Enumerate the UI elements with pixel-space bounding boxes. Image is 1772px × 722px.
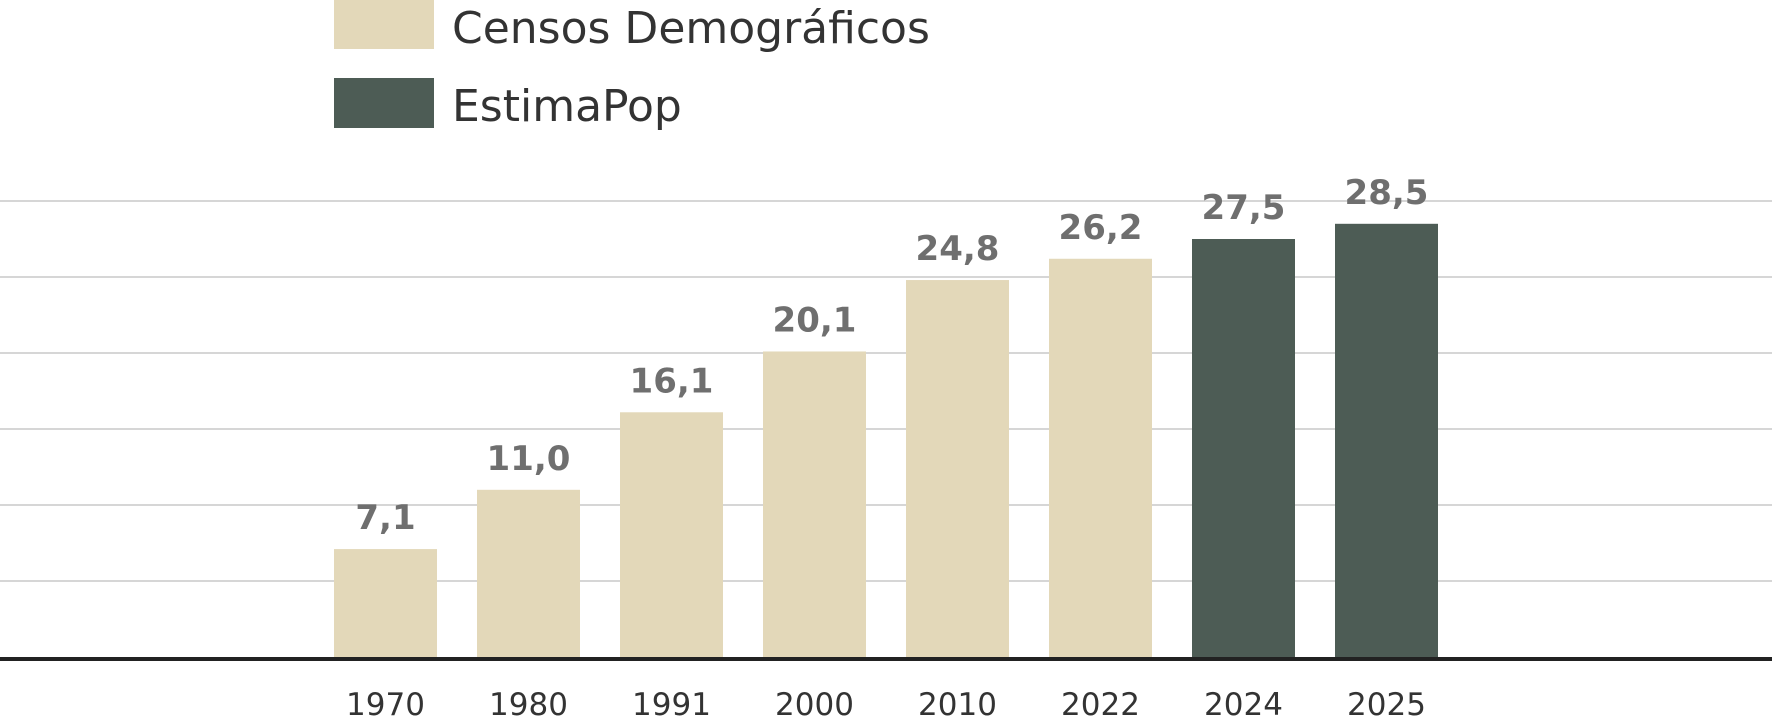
- bar-1991: [620, 412, 723, 657]
- x-tick-1991: 1991: [632, 687, 711, 722]
- bar-2022: [1049, 258, 1152, 657]
- gridlines: [0, 200, 1772, 582]
- x-tick-2022: 2022: [1061, 687, 1140, 722]
- data-label-2025: 28,5: [1345, 173, 1429, 213]
- x-tick-1980: 1980: [489, 687, 568, 722]
- data-label-2010: 24,8: [916, 229, 1000, 269]
- x-tick-2010: 2010: [918, 687, 997, 722]
- x-tick-2024: 2024: [1204, 687, 1283, 722]
- x-axis-ticks: 1970 1980 1991 2000 2010 2022 2024 2025: [346, 687, 1426, 722]
- data-label-1991: 16,1: [630, 361, 714, 401]
- legend-label-censos: Censos Demográficos: [452, 3, 930, 54]
- data-label-2024: 27,5: [1202, 188, 1286, 228]
- legend-swatch-censos: [334, 0, 434, 49]
- bar-1970: [334, 549, 437, 657]
- bar-2010: [906, 280, 1009, 657]
- value-labels: 7,1 11,0 16,1 20,1 24,8 26,2 27,5 28,5: [355, 173, 1428, 538]
- legend-swatch-estimapop: [334, 78, 434, 128]
- bar-2025: [1335, 223, 1438, 658]
- legend: Censos Demográficos EstimaPop: [334, 0, 930, 132]
- legend-label-estimapop: EstimaPop: [452, 81, 682, 132]
- data-label-2000: 20,1: [773, 300, 857, 340]
- bars: [334, 223, 1438, 658]
- x-tick-2000: 2000: [775, 687, 854, 722]
- data-label-2022: 26,2: [1059, 208, 1143, 248]
- bar-2000: [763, 351, 866, 657]
- x-tick-2025: 2025: [1347, 687, 1426, 722]
- bar-2024: [1192, 239, 1295, 657]
- bar-1980: [477, 489, 580, 657]
- x-tick-1970: 1970: [346, 687, 425, 722]
- data-label-1970: 7,1: [355, 498, 415, 538]
- data-label-1980: 11,0: [487, 439, 571, 479]
